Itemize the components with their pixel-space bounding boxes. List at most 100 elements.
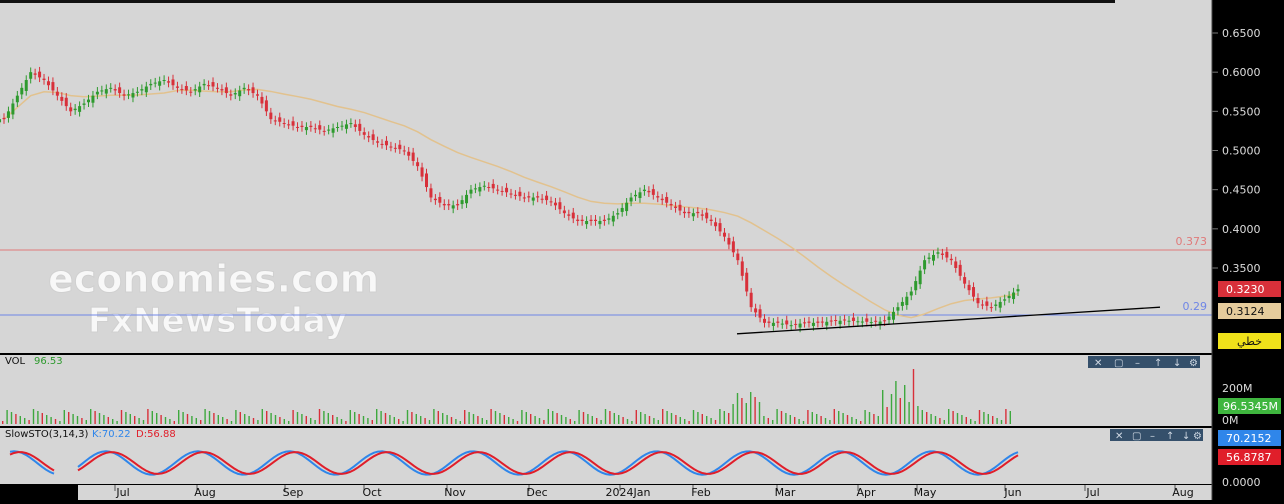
volume-bar[interactable] (899, 398, 901, 424)
volume-bar[interactable] (538, 418, 541, 424)
volume-bar[interactable] (750, 392, 752, 424)
price-candle[interactable] (64, 93, 68, 111)
price-candle[interactable] (705, 207, 709, 224)
price-candle[interactable] (518, 187, 522, 201)
volume-bar[interactable] (833, 409, 835, 424)
volume-bar[interactable] (283, 419, 285, 424)
volume-bar[interactable] (926, 412, 928, 424)
volume-bar[interactable] (494, 411, 497, 424)
price-candle[interactable] (287, 119, 291, 130)
volume-bar[interactable] (552, 411, 554, 424)
volume-bar[interactable] (182, 412, 184, 424)
price-candle[interactable] (376, 136, 380, 148)
price-candle[interactable] (425, 168, 428, 192)
price-candle[interactable] (198, 81, 202, 97)
price-candle[interactable] (393, 143, 397, 153)
price-candle[interactable] (531, 192, 535, 206)
price-candle[interactable] (709, 214, 713, 226)
price-candle[interactable] (336, 122, 340, 132)
price-candle[interactable] (602, 215, 606, 226)
volume-bar[interactable] (565, 417, 567, 424)
price-candle[interactable] (994, 299, 998, 311)
volume-bar[interactable] (288, 421, 290, 424)
volume-bar[interactable] (169, 419, 171, 424)
price-candle[interactable] (745, 268, 749, 297)
price-candle[interactable] (629, 192, 633, 207)
price-candle[interactable] (998, 297, 1002, 313)
volume-move-down-icon[interactable]: ↓ (1173, 358, 1181, 369)
oscillator-settings-icon[interactable]: ⚙ (1193, 431, 1202, 442)
price-candle[interactable] (616, 208, 620, 220)
price-candle[interactable] (936, 247, 940, 259)
price-candle[interactable] (331, 123, 335, 138)
price-candle[interactable] (780, 318, 784, 329)
volume-bar[interactable] (2, 421, 4, 424)
volume-bar[interactable] (450, 417, 453, 424)
price-candle[interactable] (976, 293, 980, 308)
volume-bar[interactable] (226, 419, 228, 424)
volume-bar[interactable] (706, 416, 708, 424)
volume-bar[interactable] (666, 411, 668, 424)
volume-bar[interactable] (820, 416, 822, 424)
volume-bar[interactable] (688, 421, 690, 424)
volume-bar[interactable] (587, 414, 589, 424)
price-candle[interactable] (215, 83, 219, 93)
price-candle[interactable] (989, 302, 993, 312)
price-candle[interactable] (29, 67, 33, 84)
oscillator-close-icon[interactable]: ✕ (1115, 431, 1123, 442)
price-candle[interactable] (278, 112, 282, 127)
price-candle[interactable] (754, 303, 758, 318)
price-candle[interactable] (878, 316, 882, 330)
price-candle[interactable] (611, 211, 615, 227)
price-candle[interactable] (607, 213, 611, 225)
volume-bar[interactable] (855, 419, 857, 424)
price-candle[interactable] (638, 187, 642, 203)
price-candle[interactable] (487, 182, 491, 192)
volume-bar[interactable] (657, 420, 659, 424)
volume-bar[interactable] (811, 412, 813, 424)
price-candle[interactable] (478, 182, 482, 197)
price-candle[interactable] (656, 191, 660, 203)
price-candle[interactable] (175, 81, 179, 93)
volume-bar[interactable] (151, 411, 153, 424)
price-candle[interactable] (763, 314, 766, 328)
oscillator-minimize-icon[interactable]: – (1150, 431, 1155, 442)
price-candle[interactable] (358, 119, 362, 136)
volume-bar[interactable] (547, 409, 549, 424)
volume-bar[interactable] (961, 415, 963, 424)
price-candle[interactable] (38, 66, 42, 83)
price-candle[interactable] (847, 316, 851, 327)
volume-bar[interactable] (455, 419, 457, 424)
volume-bar[interactable] (125, 412, 127, 424)
volume-bar[interactable] (829, 420, 831, 424)
volume-bar[interactable] (371, 420, 373, 424)
price-candle[interactable] (33, 68, 37, 80)
volume-bar[interactable] (358, 414, 360, 424)
volume-bar[interactable] (754, 397, 756, 424)
volume-bar[interactable] (525, 412, 527, 424)
volume-bar[interactable] (235, 410, 237, 424)
volume-bar[interactable] (204, 409, 206, 424)
volume-bar[interactable] (46, 415, 48, 424)
price-candle[interactable] (229, 89, 233, 101)
volume-bar[interactable] (543, 420, 545, 424)
support-trendline[interactable] (736, 306, 1161, 335)
price-candle[interactable] (1016, 284, 1020, 296)
price-candle[interactable] (78, 101, 82, 117)
oscillator-maximize-icon[interactable]: ▢ (1132, 431, 1141, 442)
price-candle[interactable] (794, 319, 798, 330)
price-candle[interactable] (727, 233, 731, 250)
price-candle[interactable] (473, 183, 477, 194)
price-candle[interactable] (149, 79, 153, 90)
volume-bar[interactable] (499, 413, 501, 424)
price-candle[interactable] (469, 184, 473, 199)
price-candle[interactable] (327, 124, 331, 135)
price-candle[interactable] (682, 207, 686, 218)
volume-bar[interactable] (846, 415, 849, 424)
price-candle[interactable] (869, 317, 873, 328)
price-candle[interactable] (776, 316, 780, 328)
volume-bar[interactable] (296, 412, 299, 424)
price-candle[interactable] (567, 209, 571, 221)
volume-bar[interactable] (28, 420, 30, 424)
price-candle[interactable] (269, 107, 273, 124)
